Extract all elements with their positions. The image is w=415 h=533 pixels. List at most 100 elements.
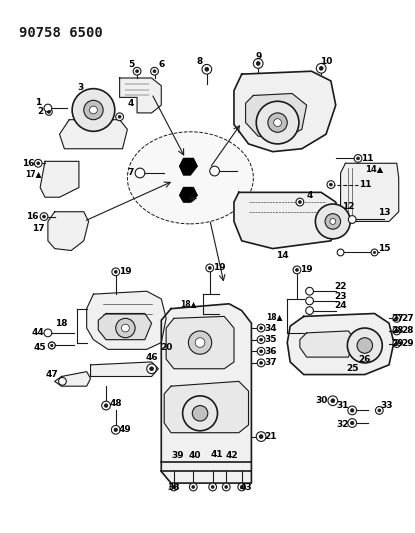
Circle shape — [260, 338, 263, 341]
Circle shape — [378, 409, 381, 412]
Polygon shape — [161, 304, 251, 483]
Circle shape — [116, 113, 124, 120]
Circle shape — [293, 266, 301, 274]
Text: 21: 21 — [264, 432, 277, 441]
Circle shape — [49, 342, 55, 349]
Circle shape — [195, 338, 205, 348]
Circle shape — [210, 166, 220, 176]
Circle shape — [348, 418, 356, 427]
Circle shape — [331, 399, 335, 402]
Circle shape — [133, 67, 141, 75]
Text: 33: 33 — [381, 401, 393, 410]
Circle shape — [47, 110, 50, 114]
Circle shape — [211, 486, 214, 488]
Text: 30: 30 — [315, 396, 327, 405]
Circle shape — [183, 396, 217, 431]
Circle shape — [306, 297, 313, 305]
Polygon shape — [90, 362, 159, 376]
Text: 19: 19 — [119, 268, 132, 276]
Circle shape — [259, 434, 263, 439]
Circle shape — [257, 336, 265, 344]
Circle shape — [37, 162, 40, 165]
Text: 18▲: 18▲ — [266, 312, 283, 321]
Circle shape — [268, 113, 287, 132]
Circle shape — [122, 324, 129, 332]
Text: 46: 46 — [145, 353, 158, 361]
Polygon shape — [40, 161, 79, 197]
Circle shape — [376, 407, 383, 414]
Polygon shape — [59, 120, 127, 149]
Text: 34: 34 — [264, 324, 277, 333]
Text: 16: 16 — [26, 212, 39, 221]
Text: 48: 48 — [110, 399, 122, 408]
Circle shape — [44, 104, 52, 112]
Circle shape — [208, 266, 211, 269]
Circle shape — [192, 406, 208, 421]
Polygon shape — [87, 291, 166, 349]
Circle shape — [256, 101, 299, 144]
Circle shape — [118, 115, 121, 118]
Circle shape — [330, 183, 332, 186]
Circle shape — [238, 483, 246, 491]
Text: 32: 32 — [336, 421, 349, 430]
Circle shape — [325, 214, 341, 229]
Text: 3: 3 — [78, 83, 84, 92]
Text: 27: 27 — [391, 314, 403, 323]
Circle shape — [395, 329, 398, 333]
Circle shape — [257, 348, 265, 355]
Polygon shape — [180, 188, 197, 202]
Polygon shape — [287, 313, 394, 375]
Text: 31: 31 — [336, 401, 349, 410]
Circle shape — [43, 215, 46, 218]
Circle shape — [316, 63, 326, 73]
Circle shape — [153, 70, 156, 72]
Circle shape — [354, 155, 362, 163]
Text: 90758 6500: 90758 6500 — [19, 26, 103, 39]
Polygon shape — [234, 192, 341, 248]
Polygon shape — [164, 381, 249, 433]
Circle shape — [393, 327, 400, 335]
Circle shape — [260, 350, 263, 353]
Text: 5: 5 — [128, 60, 134, 69]
Circle shape — [114, 428, 117, 432]
Text: 8: 8 — [197, 57, 203, 66]
Text: 14: 14 — [276, 251, 289, 260]
Polygon shape — [300, 331, 355, 357]
Circle shape — [44, 329, 52, 337]
Text: 40: 40 — [189, 451, 201, 461]
Polygon shape — [180, 158, 197, 175]
Text: 35: 35 — [264, 335, 277, 344]
Circle shape — [150, 367, 154, 370]
Polygon shape — [246, 93, 307, 139]
Circle shape — [350, 409, 354, 412]
Circle shape — [298, 200, 301, 204]
Text: 11: 11 — [359, 180, 371, 189]
Text: 29: 29 — [402, 339, 414, 348]
Text: 9: 9 — [255, 52, 261, 61]
Circle shape — [348, 406, 356, 415]
Circle shape — [374, 251, 376, 254]
Circle shape — [192, 486, 195, 488]
Circle shape — [296, 198, 304, 206]
Polygon shape — [48, 212, 89, 251]
Circle shape — [371, 249, 378, 256]
Text: 1: 1 — [35, 98, 42, 107]
Text: 27: 27 — [402, 314, 414, 323]
Circle shape — [189, 483, 197, 491]
Circle shape — [295, 269, 298, 271]
Text: 19: 19 — [213, 263, 226, 272]
Circle shape — [206, 264, 214, 272]
Circle shape — [51, 344, 53, 346]
Polygon shape — [98, 313, 151, 340]
Circle shape — [188, 331, 212, 354]
Text: 18▲: 18▲ — [180, 300, 197, 308]
Circle shape — [102, 401, 110, 410]
Circle shape — [59, 377, 66, 385]
Text: 4: 4 — [306, 191, 313, 200]
Circle shape — [350, 421, 354, 425]
Text: 19: 19 — [300, 265, 313, 274]
Circle shape — [315, 204, 350, 239]
Text: 14▲: 14▲ — [365, 164, 383, 173]
Circle shape — [319, 67, 323, 70]
Text: 17▲: 17▲ — [25, 169, 42, 179]
